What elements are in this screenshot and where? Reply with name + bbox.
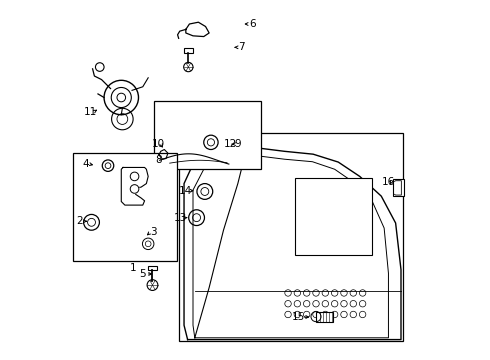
Bar	[393, 179, 403, 196]
Circle shape	[130, 185, 139, 193]
Bar	[316, 312, 333, 321]
Bar	[184, 48, 193, 53]
Text: 6: 6	[249, 19, 255, 29]
Text: 1: 1	[130, 263, 136, 273]
Bar	[295, 178, 372, 255]
Text: 9: 9	[235, 139, 241, 149]
Text: 4: 4	[82, 159, 89, 169]
Text: 16: 16	[382, 177, 395, 187]
Bar	[148, 266, 157, 270]
Polygon shape	[186, 22, 209, 37]
Text: 11: 11	[84, 107, 98, 117]
Text: 12: 12	[224, 139, 237, 149]
Bar	[73, 153, 177, 261]
Polygon shape	[122, 167, 148, 205]
Text: 3: 3	[150, 227, 157, 237]
Bar	[179, 134, 403, 341]
Text: 10: 10	[151, 139, 165, 149]
Text: 15: 15	[292, 312, 305, 322]
Text: 8: 8	[155, 155, 162, 165]
Text: 7: 7	[238, 42, 245, 52]
Bar	[153, 101, 261, 169]
Text: 14: 14	[179, 186, 193, 196]
Text: 2: 2	[77, 216, 83, 226]
Circle shape	[130, 172, 139, 181]
Text: 5: 5	[140, 269, 146, 279]
Text: 13: 13	[174, 213, 187, 222]
